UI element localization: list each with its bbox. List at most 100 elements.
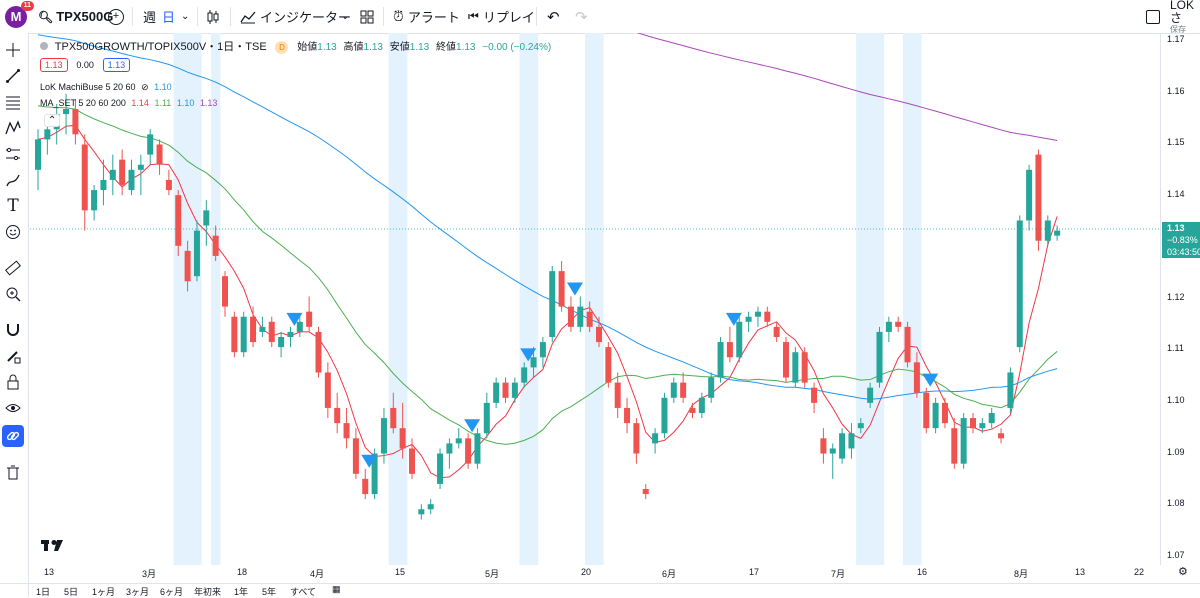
price-chart[interactable] <box>30 33 1160 565</box>
price-tick: 1.17 <box>1167 34 1185 44</box>
divider <box>536 7 537 26</box>
indicators-button[interactable]: インジケーター <box>240 0 351 33</box>
layouts-button[interactable] <box>360 0 374 33</box>
ma20-value: 1.11 <box>154 98 172 108</box>
candle-body <box>343 423 350 439</box>
compare-button[interactable]: + <box>108 0 124 33</box>
alert-button[interactable]: ⏰︎ アラート <box>393 0 460 33</box>
chevron-down-icon[interactable]: ⌄ <box>181 11 190 22</box>
calendar-icon[interactable]: ▦ <box>332 584 341 594</box>
range-all[interactable]: すべて <box>290 587 317 597</box>
highlight-band <box>584 33 604 565</box>
candle-body <box>465 438 472 464</box>
symbol-status-dot <box>40 42 48 50</box>
indicator-legend-1[interactable]: LoK MachiBuse 5 20 60 ⊘ 1.10 <box>40 82 172 93</box>
ma60-line <box>37 34 1058 400</box>
alarm-clock-icon: ⏰︎ <box>393 8 404 24</box>
candle-body <box>418 509 425 515</box>
lock-icon[interactable] <box>2 371 24 393</box>
candle <box>988 407 995 429</box>
chart-type-button[interactable] <box>206 0 220 33</box>
candle-body <box>334 407 341 424</box>
last-price-label: 1.13 −0.83% 03:43:50 <box>1162 222 1200 258</box>
candle <box>970 413 976 434</box>
magnet-icon[interactable] <box>2 319 24 341</box>
buy-price-box[interactable]: 1.13 <box>102 58 131 72</box>
avatar[interactable]: M 11 <box>5 0 34 33</box>
candle-body <box>745 316 752 322</box>
brush-icon[interactable] <box>2 169 24 191</box>
candle <box>895 316 902 332</box>
range-1y[interactable]: 1年 <box>234 587 249 597</box>
candle <box>427 499 434 515</box>
price-axis[interactable]: 1.17 1.16 1.15 1.14 1.12 1.11 1.10 1.09 … <box>1160 33 1200 565</box>
candle-body <box>661 397 668 434</box>
crosshair-icon[interactable] <box>2 39 24 61</box>
open-label: 始値 <box>297 42 318 53</box>
candle-body <box>212 235 219 256</box>
zoom-in-icon[interactable] <box>2 283 24 305</box>
trend-line-icon[interactable] <box>2 65 24 87</box>
ruler-icon[interactable] <box>2 257 24 279</box>
interval-week-button[interactable]: 週 <box>143 0 156 33</box>
candle-body <box>1044 220 1051 241</box>
eye-icon[interactable] <box>2 397 24 419</box>
bar-countdown: 03:43:50 <box>1167 247 1200 257</box>
time-tick: 7月 <box>830 569 846 579</box>
ma20-line <box>37 105 1058 445</box>
candle <box>296 316 303 337</box>
low-label: 安値 <box>389 42 410 53</box>
time-tick: 17 <box>748 567 760 577</box>
candle <box>829 443 836 479</box>
range-6m[interactable]: 6ヶ月 <box>160 587 184 597</box>
collapse-legend-button[interactable]: ⌃ <box>44 114 61 127</box>
range-ytd[interactable]: 年初来 <box>194 587 222 597</box>
symbol-search[interactable]: 🔍︎ TPX500G <box>38 0 113 33</box>
trash-icon[interactable] <box>2 461 24 483</box>
pencil-lock-icon[interactable] <box>2 345 24 367</box>
interval-day-button[interactable]: 日 <box>162 0 175 33</box>
candle <box>633 418 640 464</box>
candle <box>848 423 855 459</box>
candles-icon <box>207 9 219 24</box>
candle-body <box>306 311 313 327</box>
prediction-icon[interactable] <box>2 143 24 165</box>
link-icon[interactable] <box>2 425 24 447</box>
candle <box>913 352 920 398</box>
chevron-down-icon[interactable]: ⌄ <box>341 11 350 22</box>
range-5y[interactable]: 5年 <box>262 587 277 597</box>
divider <box>383 7 384 26</box>
candle-body <box>549 271 556 337</box>
undo-icon[interactable]: ↶ <box>547 8 560 26</box>
range-1m[interactable]: 1ヶ月 <box>92 587 116 597</box>
settings-gear-icon[interactable]: ⚙ <box>1178 566 1188 578</box>
spread-value: 0.00 <box>76 60 94 70</box>
range-1d[interactable]: 1日 <box>36 587 51 597</box>
candle-body <box>839 433 846 459</box>
divider <box>197 7 198 26</box>
emoji-icon[interactable] <box>2 221 24 243</box>
pattern-icon[interactable] <box>2 117 24 139</box>
candle <box>932 397 939 434</box>
redo-icon[interactable]: ↷ <box>575 8 588 26</box>
candle <box>558 261 565 312</box>
candle <box>128 159 135 196</box>
candle <box>437 448 444 489</box>
indicator-legend-2[interactable]: MA_SET 5 20 60 200 1.14 1.11 1.10 1.13 <box>40 98 217 108</box>
layout-checkbox[interactable] <box>1146 0 1160 33</box>
range-3m[interactable]: 3ヶ月 <box>126 587 150 597</box>
symbol-title[interactable]: TPX500GROWTH/TOPIX500V・1日・TSE <box>54 41 267 53</box>
fib-retracement-icon[interactable] <box>2 91 24 113</box>
candle-body <box>119 159 126 185</box>
time-axis[interactable]: 13 3月 18 4月 15 5月 20 6月 17 7月 16 8月 13 2… <box>30 565 1160 581</box>
candle <box>839 428 846 464</box>
sell-price-box[interactable]: 1.13 <box>40 58 68 72</box>
time-tick: 13 <box>1074 567 1086 577</box>
text-icon[interactable]: T <box>7 196 19 216</box>
range-5d[interactable]: 5日 <box>64 587 79 597</box>
candle-body <box>521 367 528 383</box>
replay-button[interactable]: ⏮︎ リプレイ <box>468 0 535 33</box>
candle <box>91 185 98 221</box>
layout-name[interactable]: LOKさ 保存 <box>1170 0 1200 34</box>
candle-body <box>932 402 939 429</box>
